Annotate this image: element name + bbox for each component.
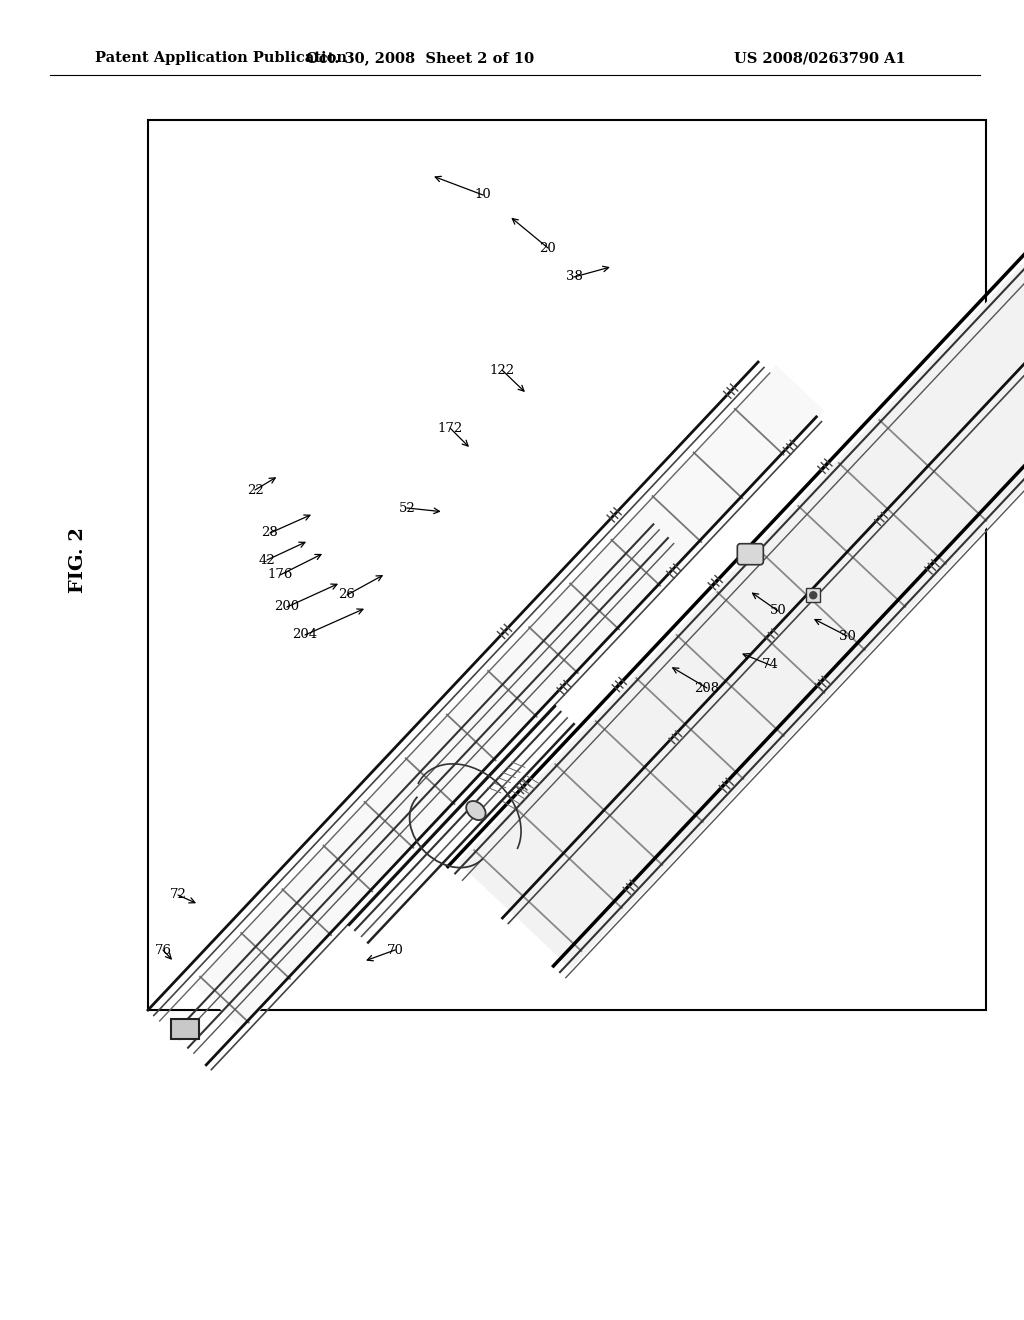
Text: 208: 208 xyxy=(694,681,720,694)
Ellipse shape xyxy=(466,801,485,820)
Text: 70: 70 xyxy=(387,944,403,957)
Text: 28: 28 xyxy=(261,527,279,540)
Text: 74: 74 xyxy=(762,659,778,672)
Polygon shape xyxy=(459,206,1024,969)
Text: 10: 10 xyxy=(475,189,492,202)
Bar xyxy=(148,120,986,1010)
Text: 172: 172 xyxy=(437,421,463,434)
Text: 30: 30 xyxy=(839,630,855,643)
Bar xyxy=(806,589,820,602)
Text: US 2008/0263790 A1: US 2008/0263790 A1 xyxy=(734,51,906,65)
Text: 26: 26 xyxy=(339,589,355,602)
Text: 50: 50 xyxy=(770,605,786,618)
Text: 20: 20 xyxy=(540,242,556,255)
FancyBboxPatch shape xyxy=(171,1019,200,1039)
Text: 122: 122 xyxy=(489,363,515,376)
FancyBboxPatch shape xyxy=(737,544,763,565)
Text: 22: 22 xyxy=(247,483,263,496)
Text: 52: 52 xyxy=(398,502,416,515)
Text: FIG. 2: FIG. 2 xyxy=(69,527,87,593)
Text: 38: 38 xyxy=(565,271,583,284)
Text: Patent Application Publication: Patent Application Publication xyxy=(95,51,347,65)
Text: 42: 42 xyxy=(259,553,275,566)
Text: 76: 76 xyxy=(155,944,171,957)
Text: 72: 72 xyxy=(170,888,186,902)
Text: 204: 204 xyxy=(293,628,317,642)
Text: 176: 176 xyxy=(267,569,293,582)
Polygon shape xyxy=(194,366,824,1030)
Text: 200: 200 xyxy=(274,601,300,614)
Text: Oct. 30, 2008  Sheet 2 of 10: Oct. 30, 2008 Sheet 2 of 10 xyxy=(306,51,535,65)
Circle shape xyxy=(810,591,817,599)
